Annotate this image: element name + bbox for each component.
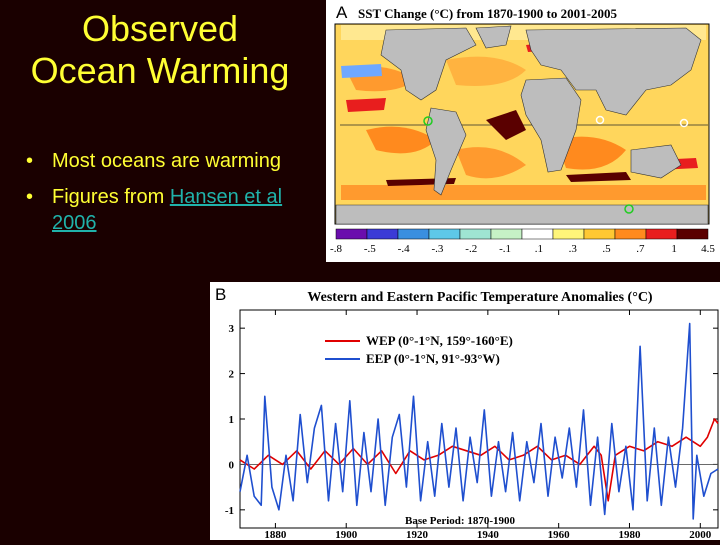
colorbar-label: .1: [535, 243, 543, 255]
x-tick-label: 1920: [406, 529, 429, 540]
colorbar-label: -.4: [398, 243, 410, 255]
africa: [520, 77, 582, 173]
colorbar-label: 4.5: [701, 243, 715, 255]
colorbar-labels: -.8 -.5 -.4 -.3 -.2 -.1 .1 .3 .5 .7 1 4.5: [330, 243, 715, 255]
map-panel-letter: A: [336, 3, 348, 22]
colorbar-label: 1: [671, 243, 677, 255]
slide-title-line-2: Ocean Warming: [30, 50, 290, 91]
series-lines: [239, 322, 719, 520]
eep-marker-circle: [423, 116, 433, 126]
x-tick-label: 1980: [618, 529, 641, 540]
colorbar-swatch: [521, 228, 554, 240]
hansen-reference-link[interactable]: Hansen et al 2006: [52, 186, 283, 234]
map-area: [334, 23, 710, 225]
colorbar-swatch: [459, 228, 492, 240]
colorbar-label: .5: [602, 243, 611, 255]
x-tick-label: 2000: [689, 529, 712, 540]
colorbar-swatch: [366, 228, 399, 240]
colorbar-swatch: [645, 228, 678, 240]
colorbar-swatch: [552, 228, 585, 240]
map-title: SST Change (°C) from 1870-1900 to 2001-2…: [358, 6, 617, 21]
colorbar-label: -.1: [499, 243, 511, 255]
x-tick-label: 1900: [335, 529, 358, 540]
greenland: [475, 25, 512, 49]
bullet-item-2: Figures from Hansen et al 2006: [26, 184, 316, 236]
legend-label-eep: EEP (0°-1°N, 91°-93°W): [366, 351, 500, 366]
south-america: [425, 107, 467, 196]
map-marker-circle-1: [595, 115, 605, 125]
eep-series-line: [239, 322, 719, 520]
north-america: [380, 27, 477, 101]
y-tick-label: 0: [229, 459, 235, 471]
y-tick-label: 3: [229, 323, 235, 335]
y-tick-label: 2: [229, 369, 235, 381]
map-marker-circle-3: [624, 204, 634, 214]
colorbar-swatch: [397, 228, 430, 240]
colorbar-swatch: [335, 228, 368, 240]
x-tick-label: 1940: [477, 529, 500, 540]
x-tick-label: 1960: [548, 529, 571, 540]
slide-title: Observed Ocean Warming: [0, 8, 320, 92]
pacific-anomaly-chart-panel: B Western and Eastern Pacific Temperatur…: [210, 282, 720, 541]
chart-title: Western and Eastern Pacific Temperature …: [307, 290, 653, 305]
legend: WEP (0°-1°N, 159°-160°E) EEP (0°-1°N, 91…: [325, 333, 513, 366]
colorbar-swatch: [676, 228, 709, 240]
y-tick-label: 1: [229, 414, 235, 426]
map-marker-circle-2: [679, 118, 689, 128]
slide-title-line-1: Observed: [81, 8, 239, 49]
sst-map-figure: A SST Change (°C) from 1870-1900 to 2001…: [330, 3, 715, 255]
x-tick-label: 1880: [264, 529, 287, 540]
chart-panel-letter: B: [215, 285, 226, 304]
base-period-annotation: Base Period: 1870-1900: [405, 515, 515, 527]
colorbar-swatch: [428, 228, 461, 240]
colorbar-label: -.2: [465, 243, 477, 255]
pacific-anomaly-chart: B Western and Eastern Pacific Temperatur…: [215, 285, 719, 541]
bullet-text-2: Figures from: [52, 186, 170, 208]
colorbar-label: .3: [569, 243, 578, 255]
bullet-list: Most oceans are warming Figures from Han…: [26, 148, 316, 246]
colorbar-swatch: [583, 228, 616, 240]
y-tick-label: -1: [225, 505, 234, 517]
colorbar-label: -.5: [364, 243, 376, 255]
colorbar-swatch: [614, 228, 647, 240]
antarctica: [335, 204, 709, 225]
colorbar: [335, 228, 709, 240]
australia: [630, 144, 682, 179]
plot-frame: [239, 309, 719, 529]
bullet-text-1: Most oceans are warming: [52, 150, 281, 172]
colorbar-swatch: [490, 228, 523, 240]
colorbar-label: -.3: [431, 243, 443, 255]
sst-map-panel: A SST Change (°C) from 1870-1900 to 2001…: [326, 0, 720, 262]
colorbar-label: .7: [636, 243, 645, 255]
legend-label-wep: WEP (0°-1°N, 159°-160°E): [366, 333, 513, 348]
europe-asia: [525, 27, 702, 116]
colorbar-label: -.8: [330, 243, 342, 255]
land-masses: [335, 25, 709, 225]
bullet-item-1: Most oceans are warming: [26, 148, 316, 174]
